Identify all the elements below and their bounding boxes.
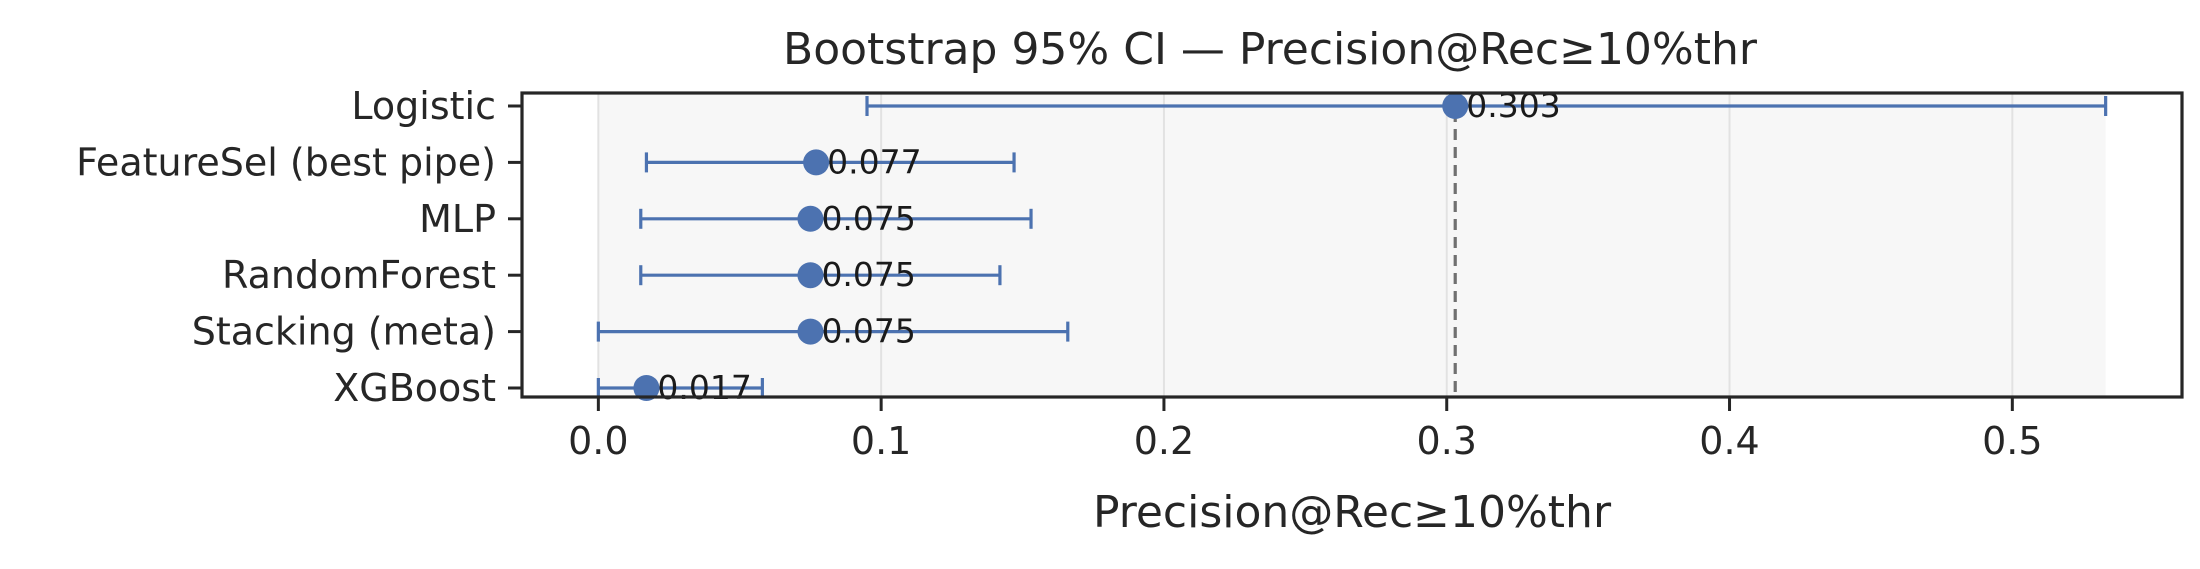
point-marker (803, 149, 830, 176)
point-marker (797, 262, 824, 289)
y-tick-label: Logistic (351, 84, 496, 128)
point-marker (797, 205, 824, 232)
value-label: 0.075 (821, 199, 915, 238)
y-tick-label: XGBoost (333, 366, 496, 410)
value-label: 0.077 (827, 142, 921, 181)
x-tick-label: 0.3 (1417, 419, 1477, 463)
x-tick-label: 0.2 (1134, 419, 1194, 463)
x-tick-label: 0.5 (1982, 419, 2042, 463)
chart-title: Bootstrap 95% CI — Precision@Rec≥10%thr (783, 24, 1758, 75)
x-tick-label: 0.4 (1699, 419, 1759, 463)
point-marker (797, 318, 824, 345)
point-marker (1442, 93, 1469, 119)
x-axis-label: Precision@Rec≥10%thr (1093, 487, 1612, 538)
value-label: 0.017 (657, 368, 751, 407)
plot-frame (520, 91, 2184, 399)
y-tick-label: MLP (419, 197, 496, 241)
y-tick-label: Stacking (meta) (192, 310, 496, 354)
value-label: 0.075 (821, 312, 915, 351)
x-tick-label: 0.1 (851, 419, 911, 463)
y-tick-label: FeatureSel (best pipe) (76, 140, 496, 184)
x-tick-label: 0.0 (568, 419, 628, 463)
value-label: 0.075 (821, 255, 915, 294)
ci-shade-band (598, 93, 2106, 397)
y-tick-label: RandomForest (222, 253, 496, 297)
point-marker (633, 375, 660, 401)
